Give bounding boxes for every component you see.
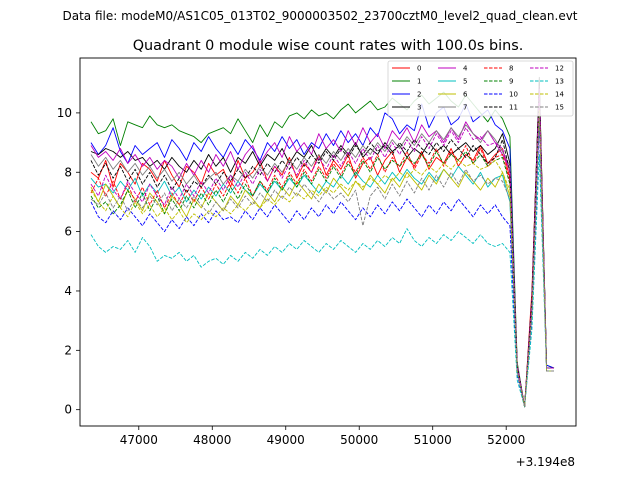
legend-label-8: 8 xyxy=(509,65,513,73)
x-tick-label-2: 49000 xyxy=(267,433,305,447)
y-axis: 0 2 4 6 8 10 xyxy=(57,106,80,417)
series-line-0 xyxy=(90,82,554,408)
series-line-11 xyxy=(90,85,554,408)
legend-label-9: 9 xyxy=(509,78,513,86)
legend-frame xyxy=(387,60,574,117)
series-layer xyxy=(90,76,555,408)
plot-frame xyxy=(80,58,576,426)
x-offset-label: +3.194e8 xyxy=(516,455,575,469)
series-line-9 xyxy=(90,97,554,408)
legend-label-7: 7 xyxy=(463,104,467,112)
legend-label-10: 10 xyxy=(509,91,518,99)
x-tick-label-0: 47000 xyxy=(120,433,158,447)
legend-label-6: 6 xyxy=(463,91,468,99)
legend-label-15: 15 xyxy=(555,104,564,112)
series-line-15 xyxy=(90,115,554,408)
series-line-12 xyxy=(90,88,554,408)
legend-label-13: 13 xyxy=(555,78,564,86)
series-line-10 xyxy=(90,124,554,408)
x-tick-label-1: 48000 xyxy=(193,433,231,447)
x-tick-label-5: 52000 xyxy=(487,433,525,447)
series-line-4 xyxy=(90,85,554,408)
legend-label-5: 5 xyxy=(463,78,467,86)
y-tick-label-1: 2 xyxy=(64,343,72,357)
plot-border xyxy=(79,57,577,427)
x-axis: 47000 48000 49000 50000 51000 52000 xyxy=(120,426,525,447)
y-tick-label-5: 10 xyxy=(57,106,72,120)
legend-label-12: 12 xyxy=(555,65,564,73)
legend-label-0: 0 xyxy=(417,65,421,73)
x-tick-label-4: 51000 xyxy=(414,433,452,447)
legend-label-2: 2 xyxy=(417,91,421,99)
chart-title: Quadrant 0 module wise count rates with … xyxy=(133,38,524,54)
y-tick-label-2: 4 xyxy=(64,284,72,298)
series-line-13 xyxy=(90,154,554,408)
legend-label-1: 1 xyxy=(417,78,421,86)
legend-label-14: 14 xyxy=(555,91,564,99)
chart-suptitle: Data file: modeM0/AS1C05_013T02_90000035… xyxy=(62,9,577,23)
y-tick-label-4: 8 xyxy=(64,165,72,179)
y-tick-label-3: 6 xyxy=(64,225,72,239)
series-line-6 xyxy=(90,100,554,408)
legend-label-4: 4 xyxy=(463,65,468,73)
legend-label-11: 11 xyxy=(509,104,518,112)
series-line-8 xyxy=(90,94,554,408)
plot-area xyxy=(79,57,577,427)
x-tick-label-3: 50000 xyxy=(340,433,378,447)
series-line-14 xyxy=(90,109,554,408)
legend-label-3: 3 xyxy=(417,104,421,112)
y-tick-label-0: 0 xyxy=(64,403,72,417)
